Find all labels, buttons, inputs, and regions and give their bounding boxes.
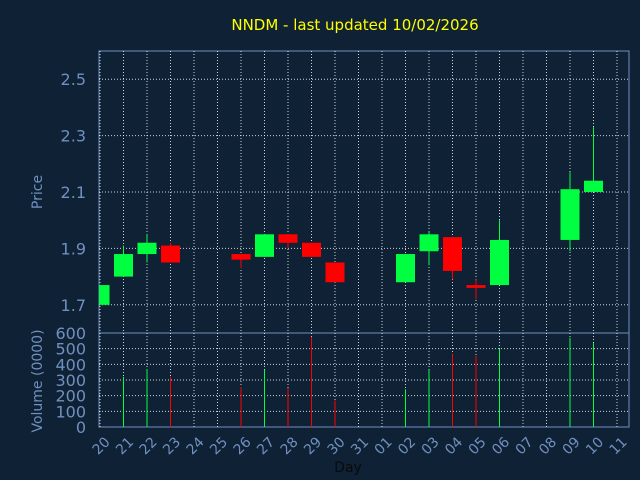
x-tick-label: 30 [325, 434, 349, 458]
volume-grid [99, 333, 629, 427]
x-tick-label: 31 [348, 434, 372, 458]
volume-tick-label: 200 [55, 387, 86, 406]
x-tick-label: 24 [184, 434, 208, 458]
volume-tick-label: 300 [55, 371, 86, 390]
candle-body [325, 262, 345, 283]
volume-tick-label: 0 [76, 418, 86, 437]
candle-body [396, 254, 415, 283]
volume-tick-label: 400 [55, 355, 86, 374]
volume-tick-label: 500 [55, 340, 86, 359]
candle-body [278, 234, 298, 243]
x-tick-label: 21 [113, 434, 137, 458]
chart-title: NNDM - last updated 10/02/2026 [231, 16, 478, 34]
candle-body [560, 189, 580, 240]
x-tick-label: 03 [419, 434, 443, 458]
price-tick-label: 1.7 [61, 296, 86, 315]
volume-tick-label: 100 [55, 402, 86, 421]
x-tick-label: 01 [372, 434, 396, 458]
candle-body [99, 285, 110, 305]
price-tick-label: 2.5 [61, 70, 86, 89]
price-tick-label: 2.3 [61, 127, 86, 146]
candle-body [490, 239, 509, 286]
x-tick-label: 27 [254, 434, 278, 458]
candle-body [466, 285, 486, 288]
x-axis-label: Day [334, 460, 362, 476]
x-tick-label: 23 [160, 434, 184, 458]
price-grid [99, 51, 629, 333]
price-tick-label: 1.9 [61, 239, 86, 258]
x-tick-label: 25 [207, 434, 231, 458]
volume-tick-label: 600 [55, 324, 86, 343]
candle-body [114, 254, 133, 277]
x-ticks: 20 21 22 23 24 25 26 27 28 29 30 31 01 02 03 04 05 06 07 08… [90, 434, 631, 458]
volume-axis-label: Volume (0000) [30, 329, 46, 432]
x-tick-label: 05 [466, 434, 490, 458]
x-tick-label: 10 [583, 434, 607, 458]
x-tick-label: 11 [607, 434, 631, 458]
x-tick-label: 22 [137, 434, 161, 458]
price-panel: 2.5 2.3 2.1 1.9 1.7 Price [30, 50, 630, 334]
candle-body [231, 254, 251, 260]
x-tick-label: 08 [536, 434, 560, 458]
x-tick-label: 04 [442, 434, 466, 458]
candle-body [255, 234, 274, 257]
volume-bars [123, 336, 594, 427]
candle-body [302, 242, 321, 257]
price-axis-label: Price [30, 175, 46, 209]
candle-body [443, 237, 462, 271]
candle-body [584, 180, 603, 192]
x-tick-label: 09 [560, 434, 584, 458]
x-tick-label: 29 [301, 434, 325, 458]
x-tick-label: 28 [278, 434, 302, 458]
x-tick-label: 07 [513, 434, 537, 458]
candles [99, 127, 603, 305]
candle-body [419, 234, 439, 252]
x-tick-label: 02 [395, 434, 419, 458]
price-y-ticks: 2.5 2.3 2.1 1.9 1.7 [61, 70, 86, 315]
x-tick-label: 06 [489, 434, 513, 458]
price-tick-label: 2.1 [61, 183, 86, 202]
x-tick-label: 20 [90, 434, 114, 458]
candle-body [161, 245, 180, 263]
x-tick-label: 26 [231, 434, 255, 458]
candle-body [137, 242, 157, 255]
